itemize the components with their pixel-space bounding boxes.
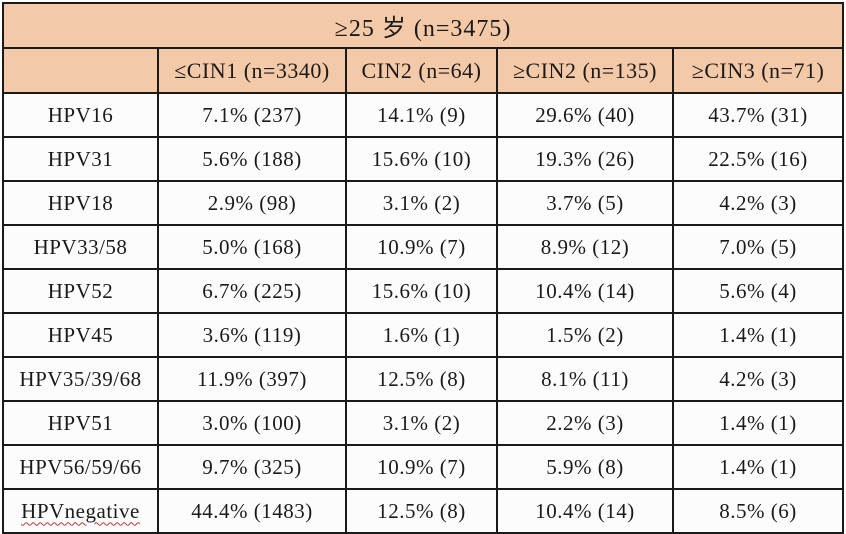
- value-cell: 1.4% (1): [671, 400, 845, 446]
- row-label-hpv45: HPV45: [2, 312, 159, 358]
- value-cell: 4.2% (3): [671, 180, 845, 226]
- value-cell: 15.6% (10): [345, 136, 498, 182]
- value-cell: 3.1% (2): [345, 180, 498, 226]
- value-cell: 5.0% (168): [157, 224, 347, 270]
- value-cell: 8.5% (6): [671, 488, 845, 534]
- value-cell: 44.4% (1483): [157, 488, 347, 534]
- value-cell: 10.9% (7): [345, 444, 498, 490]
- value-cell: 10.4% (14): [496, 268, 674, 314]
- value-cell: 1.4% (1): [671, 312, 845, 358]
- row-label-hpv35-39-68: HPV35/39/68: [2, 356, 159, 402]
- value-cell: 8.9% (12): [496, 224, 674, 270]
- title-row: ≥25 岁 (n=3475): [1, 2, 845, 49]
- row-label-text: HPV16: [47, 102, 114, 127]
- value-cell: 7.1% (237): [157, 92, 347, 138]
- value-cell: 9.7% (325): [157, 444, 347, 490]
- table-row: HPV51 3.0% (100) 3.1% (2) 2.2% (3) 1.4% (1): [2, 400, 845, 446]
- column-header-le-cin1: ≤CIN1 (n=3340): [157, 47, 347, 94]
- value-cell: 12.5% (8): [345, 488, 498, 534]
- value-cell: 10.4% (14): [496, 488, 674, 534]
- table-body: HPV16 7.1% (237) 14.1% (9) 29.6% (40) 43.7% …: [2, 92, 845, 534]
- row-label-text: HPV45: [47, 322, 114, 347]
- table-row: HPV45 3.6% (119) 1.6% (1) 1.5% (2) 1.4% (1): [2, 312, 845, 358]
- table-row: HPV52 6.7% (225) 15.6% (10) 10.4% (14) 5.6% …: [2, 268, 845, 314]
- value-cell: 3.7% (5): [496, 180, 674, 226]
- row-label-text: HPV51: [47, 410, 114, 435]
- value-cell: 43.7% (31): [671, 92, 845, 138]
- column-header-ge-cin3: ≥CIN3 (n=71): [671, 47, 845, 94]
- value-cell: 5.6% (4): [671, 268, 845, 314]
- table-row: HPV33/58 5.0% (168) 10.9% (7) 8.9% (12) 7.0%…: [2, 224, 845, 270]
- value-cell: 3.1% (2): [345, 400, 498, 446]
- value-cell: 22.5% (16): [671, 136, 845, 182]
- row-label-text: HPV56/59/66: [19, 454, 142, 479]
- row-label-hpv56-59-66: HPV56/59/66: [2, 444, 159, 490]
- row-label-hpvnegative: HPVnegative: [2, 488, 159, 534]
- row-label-text: HPV31: [47, 146, 114, 171]
- row-label-text: HPV52: [47, 278, 114, 303]
- value-cell: 14.1% (9): [345, 92, 498, 138]
- column-header-row: ≤CIN1 (n=3340) CIN2 (n=64) ≥CIN2 (n=135)…: [2, 47, 845, 94]
- value-cell: 11.9% (397): [157, 356, 347, 402]
- value-cell: 15.6% (10): [345, 268, 498, 314]
- row-label-hpv18: HPV18: [2, 180, 159, 226]
- value-cell: 1.4% (1): [671, 444, 845, 490]
- row-label-text: HPV18: [47, 190, 114, 215]
- table-row: HPV35/39/68 11.9% (397) 12.5% (8) 8.1% (11)…: [2, 356, 845, 402]
- table-title: ≥25 岁 (n=3475): [1, 2, 845, 49]
- row-label-hpv31: HPV31: [2, 136, 159, 182]
- value-cell: 2.2% (3): [496, 400, 674, 446]
- row-label-hpv52: HPV52: [2, 268, 159, 314]
- value-cell: 12.5% (8): [345, 356, 498, 402]
- value-cell: 3.6% (119): [157, 312, 347, 358]
- value-cell: 1.6% (1): [345, 312, 498, 358]
- column-header-cin2: CIN2 (n=64): [345, 47, 498, 94]
- value-cell: 10.9% (7): [345, 224, 498, 270]
- value-cell: 1.5% (2): [496, 312, 674, 358]
- row-label-text: HPV33/58: [33, 234, 128, 259]
- value-cell: 3.0% (100): [157, 400, 347, 446]
- table-row: HPV16 7.1% (237) 14.1% (9) 29.6% (40) 43.7% …: [2, 92, 845, 138]
- corner-empty-cell: [2, 47, 159, 94]
- value-cell: 4.2% (3): [671, 356, 845, 402]
- value-cell: 2.9% (98): [157, 180, 347, 226]
- value-cell: 8.1% (11): [496, 356, 674, 402]
- value-cell: 5.9% (8): [496, 444, 674, 490]
- column-header-ge-cin2: ≥CIN2 (n=135): [496, 47, 674, 94]
- row-label-hpv33-58: HPV33/58: [2, 224, 159, 270]
- row-label-text: HPVnegative: [21, 498, 140, 523]
- value-cell: 6.7% (225): [157, 268, 347, 314]
- value-cell: 29.6% (40): [496, 92, 674, 138]
- row-label-hpv16: HPV16: [2, 92, 159, 138]
- table-row: HPV18 2.9% (98) 3.1% (2) 3.7% (5) 4.2% (3): [2, 180, 845, 226]
- value-cell: 19.3% (26): [496, 136, 674, 182]
- table-row: HPV31 5.6% (188) 15.6% (10) 19.3% (26) 22.5%…: [2, 136, 845, 182]
- table-row: HPV56/59/66 9.7% (325) 10.9% (7) 5.9% (8) 1.…: [2, 444, 845, 490]
- row-label-hpv51: HPV51: [2, 400, 159, 446]
- table-row: HPVnegative 44.4% (1483) 12.5% (8) 10.4% (1…: [2, 488, 845, 534]
- row-label-text: HPV35/39/68: [19, 366, 142, 391]
- value-cell: 5.6% (188): [157, 136, 347, 182]
- value-cell: 7.0% (5): [671, 224, 845, 270]
